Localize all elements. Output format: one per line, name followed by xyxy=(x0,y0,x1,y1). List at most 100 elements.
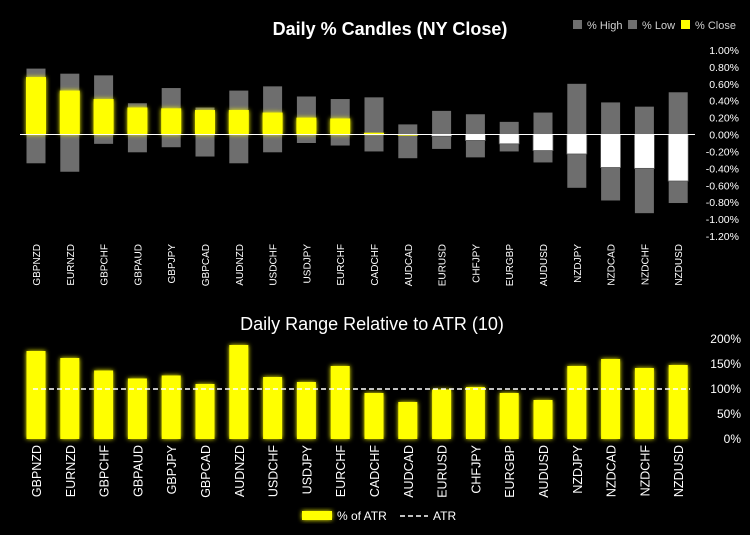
atr-y-axis: 200% 150% 100% 50% 0% xyxy=(710,332,741,446)
close-bar xyxy=(464,134,486,141)
atr-y-tick: 100% xyxy=(710,382,741,396)
legend-label-pct-atr: % of ATR xyxy=(337,509,387,523)
candle-category-label: EURUSD xyxy=(438,244,449,286)
close-bar xyxy=(330,118,351,135)
atr-category-label: EURUSD xyxy=(436,445,450,498)
atr-category-label: NZDUSD xyxy=(672,445,686,497)
atr-category-label: NZDCAD xyxy=(605,445,619,497)
range-bar xyxy=(364,97,384,152)
close-bar xyxy=(667,134,689,182)
atr-bar xyxy=(195,384,215,439)
candle-category-label: USDJPY xyxy=(302,244,313,284)
candle-category-label: NZDCAD xyxy=(607,244,618,286)
candle-category-label: EURGBP xyxy=(505,244,516,287)
candle-y-tick: 0.40% xyxy=(709,96,739,108)
legend-swatch-close xyxy=(681,20,690,29)
atr-bar xyxy=(364,393,384,439)
candle-category-label: GBPNZD xyxy=(32,244,43,286)
candle-y-tick: 1.00% xyxy=(709,45,739,57)
atr-bar xyxy=(465,387,485,439)
close-bar xyxy=(127,107,148,135)
atr-y-tick: 200% xyxy=(710,332,741,346)
atr-legend: % of ATR ATR xyxy=(302,509,456,523)
atr-bar xyxy=(533,400,553,439)
atr-y-tick: 150% xyxy=(710,357,741,371)
legend-label-low: % Low xyxy=(642,20,675,32)
close-bar xyxy=(364,132,384,135)
legend-swatch-pct-atr xyxy=(302,511,332,520)
close-bar xyxy=(566,134,588,155)
candle-y-tick: -0.20% xyxy=(706,146,739,158)
legend-label-atr: ATR xyxy=(433,509,456,523)
close-bar xyxy=(532,134,554,152)
atr-bar xyxy=(26,351,46,439)
atr-category-label: USDJPY xyxy=(300,444,314,494)
atr-bar xyxy=(499,393,519,439)
candle-category-label: CHFJPY xyxy=(471,244,482,283)
atr-bar xyxy=(398,402,418,439)
candle-category-label: GBPCAD xyxy=(201,244,212,286)
candle-category-label: EURCHF xyxy=(336,244,347,286)
candle-chart: Daily % Candles (NY Close) % High % Low … xyxy=(20,19,739,286)
close-bar xyxy=(59,90,80,135)
atr-bar xyxy=(94,370,114,439)
close-bar xyxy=(228,110,249,135)
atr-category-label: AUDUSD xyxy=(537,445,551,498)
close-bar xyxy=(195,110,215,135)
candle-x-axis: GBPNZD EURNZD GBPCHF GBPAUD GBPJPY GBPCAD AUDN… xyxy=(32,244,685,287)
candle-category-label: AUDCAD xyxy=(404,244,415,286)
atr-category-label: CADCHF xyxy=(368,445,382,497)
atr-y-tick: 0% xyxy=(724,432,742,446)
candle-legend: % High % Low % Close xyxy=(573,20,736,32)
atr-bar xyxy=(127,378,147,439)
candle-chart-title: Daily % Candles (NY Close) xyxy=(273,19,508,39)
candle-y-tick: 0.20% xyxy=(709,113,739,125)
candle-y-tick: -0.40% xyxy=(706,163,739,175)
range-bar xyxy=(432,110,452,149)
atr-category-label: AUDNZD xyxy=(233,445,247,497)
atr-bar xyxy=(668,365,688,439)
candle-category-label: USDCHF xyxy=(269,244,280,286)
atr-bar xyxy=(161,375,181,439)
candle-category-label: GBPJPY xyxy=(167,244,178,284)
atr-category-label: GBPCAD xyxy=(199,445,213,498)
atr-bar xyxy=(229,345,249,439)
atr-category-label: NZDJPY xyxy=(571,444,585,493)
atr-bar xyxy=(296,382,316,439)
candle-category-label: GBPCHF xyxy=(100,244,111,286)
legend-swatch-high xyxy=(573,20,582,29)
atr-bar xyxy=(567,366,587,439)
atr-bar xyxy=(601,359,621,439)
atr-category-label: EURNZD xyxy=(64,445,78,497)
atr-bar xyxy=(60,358,80,439)
close-bar xyxy=(93,99,114,135)
atr-bar xyxy=(330,366,350,439)
candle-category-label: NZDCHF xyxy=(640,244,651,285)
candle-category-label: CADCHF xyxy=(370,244,381,286)
atr-marks xyxy=(26,345,688,439)
candle-y-axis: 1.00% 0.80% 0.60% 0.40% 0.20% 0.00% -0.20% -0.4… xyxy=(706,45,739,243)
candle-category-label: GBPAUD xyxy=(133,244,144,286)
candle-y-tick: -0.60% xyxy=(706,180,739,192)
atr-x-axis: GBPNZD EURNZD GBPCHF GBPAUD GBPJPY GBPCAD AUDN… xyxy=(30,444,686,497)
candle-marks xyxy=(26,68,689,214)
close-bar xyxy=(296,117,317,135)
atr-bar xyxy=(432,389,452,439)
candle-y-tick: 0.80% xyxy=(709,62,739,74)
close-bar xyxy=(600,134,621,168)
candle-category-label: NZDJPY xyxy=(573,244,584,283)
candle-category-label: EURNZD xyxy=(66,244,77,286)
close-bar xyxy=(26,77,46,135)
candle-category-label: NZDUSD xyxy=(674,244,685,286)
atr-category-label: EURGBP xyxy=(503,445,517,498)
candle-y-tick: 0.60% xyxy=(709,79,739,91)
atr-category-label: GBPNZD xyxy=(30,445,44,497)
close-bar xyxy=(262,112,283,135)
atr-category-label: GBPAUD xyxy=(131,445,145,497)
close-bar xyxy=(634,134,655,169)
close-bar xyxy=(161,108,182,135)
atr-bar xyxy=(634,368,654,439)
candle-category-label: AUDUSD xyxy=(539,244,550,286)
candle-y-tick: 0.00% xyxy=(709,130,739,142)
